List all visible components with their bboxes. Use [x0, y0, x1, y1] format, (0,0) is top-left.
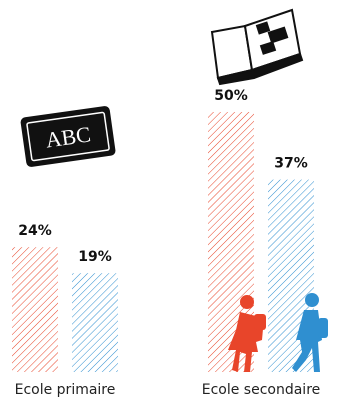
- slate-icon: ABC: [20, 106, 116, 167]
- x-tick-label: Ecole secondaire: [202, 382, 321, 398]
- data-label: 19%: [78, 249, 112, 265]
- bar: [268, 179, 314, 372]
- data-label: 50%: [214, 88, 248, 104]
- data-label: 37%: [274, 156, 308, 172]
- book-icon: [210, 8, 304, 86]
- bar: [208, 112, 254, 372]
- data-label: 24%: [18, 223, 52, 239]
- bar: [72, 273, 118, 372]
- x-tick-label: Ecole primaire: [15, 382, 116, 398]
- svg-text:ABC: ABC: [44, 121, 92, 152]
- bar: [12, 247, 58, 372]
